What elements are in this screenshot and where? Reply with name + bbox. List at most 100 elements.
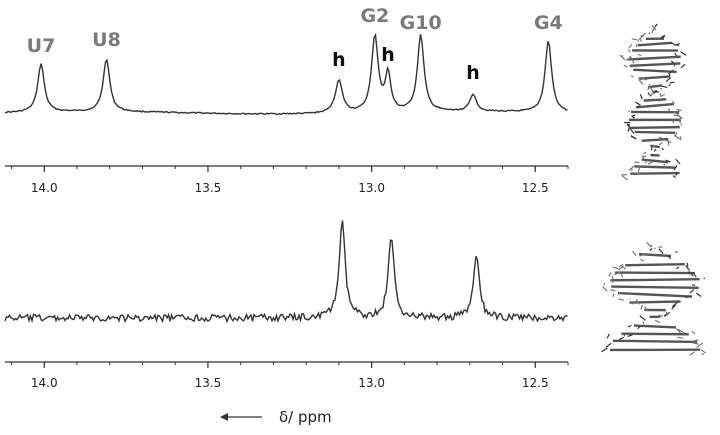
backbone-segment (653, 90, 660, 93)
backbone-segment (605, 342, 612, 348)
backbone-segment (675, 158, 681, 165)
backbone-segment (612, 293, 615, 298)
backbone-segment (661, 147, 664, 151)
x-axis-title-group: δ/ ppm (220, 408, 332, 426)
base-pair (629, 300, 681, 304)
rna-duplex-structure-icon (619, 23, 687, 181)
backbone-segment (606, 333, 610, 339)
backbone-segment (627, 334, 633, 337)
backbone-segment (612, 266, 619, 270)
base-pair (641, 137, 669, 143)
backbone-segment (649, 94, 652, 97)
backbone-segment (675, 250, 678, 254)
backbone-segment (640, 38, 642, 42)
backbone-segment (651, 28, 655, 34)
backbone-segment (679, 135, 682, 141)
x-tick-label: 13.0 (358, 181, 385, 195)
backbone-segment (668, 84, 671, 87)
backbone-segment (623, 334, 626, 337)
backbone-segment (696, 342, 703, 348)
x-tick-label: 12.5 (522, 181, 549, 195)
base-pair (629, 62, 681, 68)
backbone-segment (653, 148, 657, 152)
x-tick-label: 13.5 (195, 376, 222, 390)
backbone-segment (654, 23, 658, 28)
backbone-segment (658, 248, 664, 254)
backbone-segment (665, 159, 671, 163)
backbone-segment (631, 115, 635, 119)
backbone-segment (601, 347, 608, 353)
backbone-segment (629, 55, 635, 62)
backbone-segment (652, 144, 655, 148)
backbone-segment (660, 34, 666, 39)
backbone-segment (700, 348, 707, 354)
backbone-segment (669, 81, 675, 84)
backbone-segment (695, 292, 702, 297)
backbone-segment (672, 118, 676, 124)
backbone-segment (630, 75, 634, 78)
direction-arrow-head (220, 413, 228, 421)
base-pair (611, 285, 699, 290)
backbone-segment (635, 105, 640, 108)
spectrum-bottom: 14.0 13.5 13.0 12.5 (4, 220, 569, 390)
backbone-segment (658, 141, 663, 146)
backbone-segment (648, 84, 651, 89)
backbone-segment (677, 336, 684, 339)
backbone-segment (618, 291, 622, 295)
backbone-segment (638, 34, 645, 41)
backbone-segment (650, 87, 654, 93)
backbone-segment (693, 339, 699, 342)
peak-label: G2 (360, 5, 389, 27)
peak-label: U7 (27, 35, 56, 57)
backbone-segment (647, 160, 654, 165)
backbone-segment (678, 117, 682, 122)
backbone-segment (629, 298, 631, 300)
backbone-segment (677, 114, 683, 120)
backbone-segment (627, 324, 632, 328)
backbone-segment (691, 284, 696, 287)
backbone-segment (673, 111, 678, 115)
backbone-segment (689, 351, 696, 356)
backbone-segment (647, 86, 651, 91)
backbone-segment (602, 286, 608, 292)
base-pair (629, 55, 681, 61)
backbone-segment (689, 289, 695, 294)
base-pair (621, 332, 689, 336)
base-pair (610, 278, 700, 282)
peak-label: G10 (400, 12, 442, 34)
backbone-segment (671, 304, 677, 310)
backbone-segment (685, 295, 690, 299)
peak-label: h (381, 44, 395, 66)
backbone-segment (631, 38, 638, 41)
backbone-segment (647, 92, 650, 96)
backbone-segment (642, 322, 645, 324)
backbone-segment (630, 134, 637, 140)
base-pair (617, 291, 693, 298)
x-tick-label: 14.0 (31, 376, 58, 390)
backbone-segment (658, 314, 663, 318)
backbone-segment (648, 32, 651, 35)
backbone-segment (623, 64, 628, 68)
backbone-segment (659, 87, 663, 90)
backbone-segment (622, 55, 624, 57)
backbone-segment (691, 330, 696, 335)
backbone-segment (646, 241, 652, 248)
backbone-segment (667, 255, 671, 260)
backbone-segment (618, 336, 625, 341)
backbone-segment (634, 161, 640, 164)
backbone-segment (644, 160, 648, 164)
base-pair (630, 125, 680, 130)
top-spectrum-trace (4, 32, 568, 116)
backbone-segment (639, 315, 646, 321)
backbone-segment (619, 272, 624, 278)
peak-label: G4 (534, 12, 563, 34)
backbone-segment (628, 110, 630, 113)
backbone-segment (610, 289, 616, 292)
backbone-segment (692, 272, 697, 278)
backbone-segment (688, 270, 694, 277)
backbone-segment (665, 77, 672, 82)
backbone-segment (639, 79, 644, 85)
backbone-segment (611, 275, 614, 281)
